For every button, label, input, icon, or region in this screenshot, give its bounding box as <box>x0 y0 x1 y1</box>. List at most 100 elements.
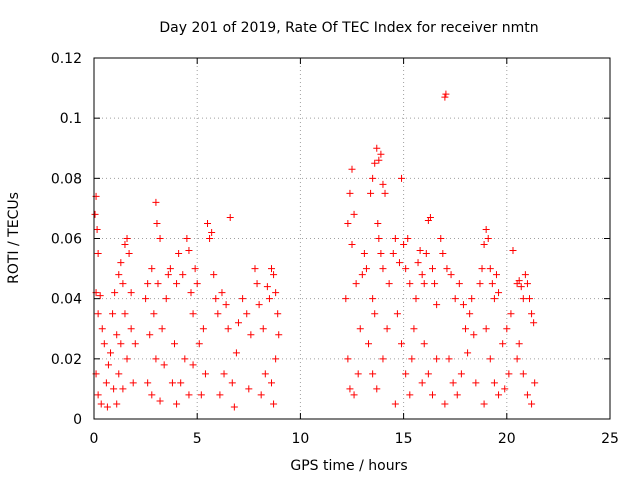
data-point <box>150 310 158 318</box>
data-point <box>515 340 523 348</box>
data-point <box>268 265 276 273</box>
data-point <box>346 189 354 197</box>
data-point <box>208 228 216 236</box>
data-point <box>344 355 352 363</box>
data-point <box>478 265 486 273</box>
data-point <box>464 349 472 357</box>
data-point <box>247 331 255 339</box>
data-point <box>433 355 441 363</box>
data-point <box>117 340 125 348</box>
data-point <box>375 156 383 164</box>
data-point <box>94 250 102 258</box>
data-point <box>395 259 403 267</box>
data-point <box>486 355 494 363</box>
data-point <box>389 250 397 258</box>
data-point <box>142 295 150 303</box>
data-point <box>251 265 259 273</box>
data-point <box>505 370 513 378</box>
data-point <box>490 295 498 303</box>
data-point <box>371 310 379 318</box>
data-point <box>441 93 449 101</box>
data-point <box>470 331 478 339</box>
data-point <box>472 379 480 387</box>
data-point <box>270 400 278 408</box>
data-point <box>144 379 152 387</box>
data-point <box>94 310 102 318</box>
data-point <box>354 370 362 378</box>
data-point <box>234 319 242 327</box>
data-point <box>93 225 101 233</box>
data-point <box>230 403 238 411</box>
data-point <box>243 310 251 318</box>
data-point <box>457 370 465 378</box>
data-point <box>98 325 106 333</box>
data-point <box>156 397 164 405</box>
x-axis-label: GPS time / hours <box>290 458 407 474</box>
y-tick-label: 0 <box>73 412 82 428</box>
data-point <box>210 271 218 279</box>
data-point <box>224 325 232 333</box>
data-point <box>418 271 426 279</box>
data-point <box>412 295 420 303</box>
data-point <box>253 280 261 288</box>
data-point <box>484 235 492 242</box>
x-tick-label: 0 <box>90 431 99 447</box>
data-point <box>377 150 385 158</box>
data-point <box>107 349 115 357</box>
data-point <box>490 379 498 387</box>
data-point <box>358 271 366 279</box>
data-point <box>441 400 449 408</box>
data-point <box>261 370 269 378</box>
data-point <box>365 340 373 348</box>
y-axis: 0 0.02 0.04 0.06 0.08 0.1 0.12 <box>51 51 610 428</box>
data-point <box>127 289 135 297</box>
data-point <box>350 210 358 218</box>
data-point <box>117 259 125 267</box>
data-point <box>530 319 538 327</box>
data-point <box>488 280 496 288</box>
data-point <box>428 391 436 399</box>
x-tick-label: 15 <box>395 431 413 447</box>
data-point <box>503 325 511 333</box>
data-point <box>468 295 476 303</box>
data-point <box>191 265 199 273</box>
data-point <box>443 265 451 273</box>
data-point <box>391 400 399 408</box>
data-point <box>257 391 265 399</box>
data-point <box>148 265 156 273</box>
data-point <box>201 370 209 378</box>
data-point <box>526 295 534 303</box>
data-point <box>482 325 490 333</box>
data-point <box>183 235 191 242</box>
data-point <box>263 283 271 291</box>
data-point <box>492 271 500 279</box>
data-point <box>214 310 222 318</box>
data-point <box>391 235 399 242</box>
data-point <box>480 400 488 408</box>
data-point <box>416 247 424 255</box>
data-point <box>398 174 406 182</box>
data-point <box>499 340 507 348</box>
data-point <box>466 310 474 318</box>
data-point <box>111 289 119 297</box>
data-point <box>158 325 166 333</box>
data-point <box>193 280 201 288</box>
data-point <box>206 235 214 242</box>
data-point <box>495 289 503 297</box>
data-point <box>350 391 358 399</box>
data-point <box>204 219 212 227</box>
data-point <box>501 385 509 393</box>
data-point <box>406 391 414 399</box>
data-point <box>113 400 121 408</box>
data-point <box>402 370 410 378</box>
data-point <box>189 361 197 369</box>
data-point <box>185 391 193 399</box>
data-point <box>519 295 527 303</box>
data-point <box>528 400 536 408</box>
data-point <box>352 280 360 288</box>
data-point <box>476 280 484 288</box>
data-point <box>406 280 414 288</box>
data-point <box>173 400 181 408</box>
data-point <box>103 403 111 411</box>
